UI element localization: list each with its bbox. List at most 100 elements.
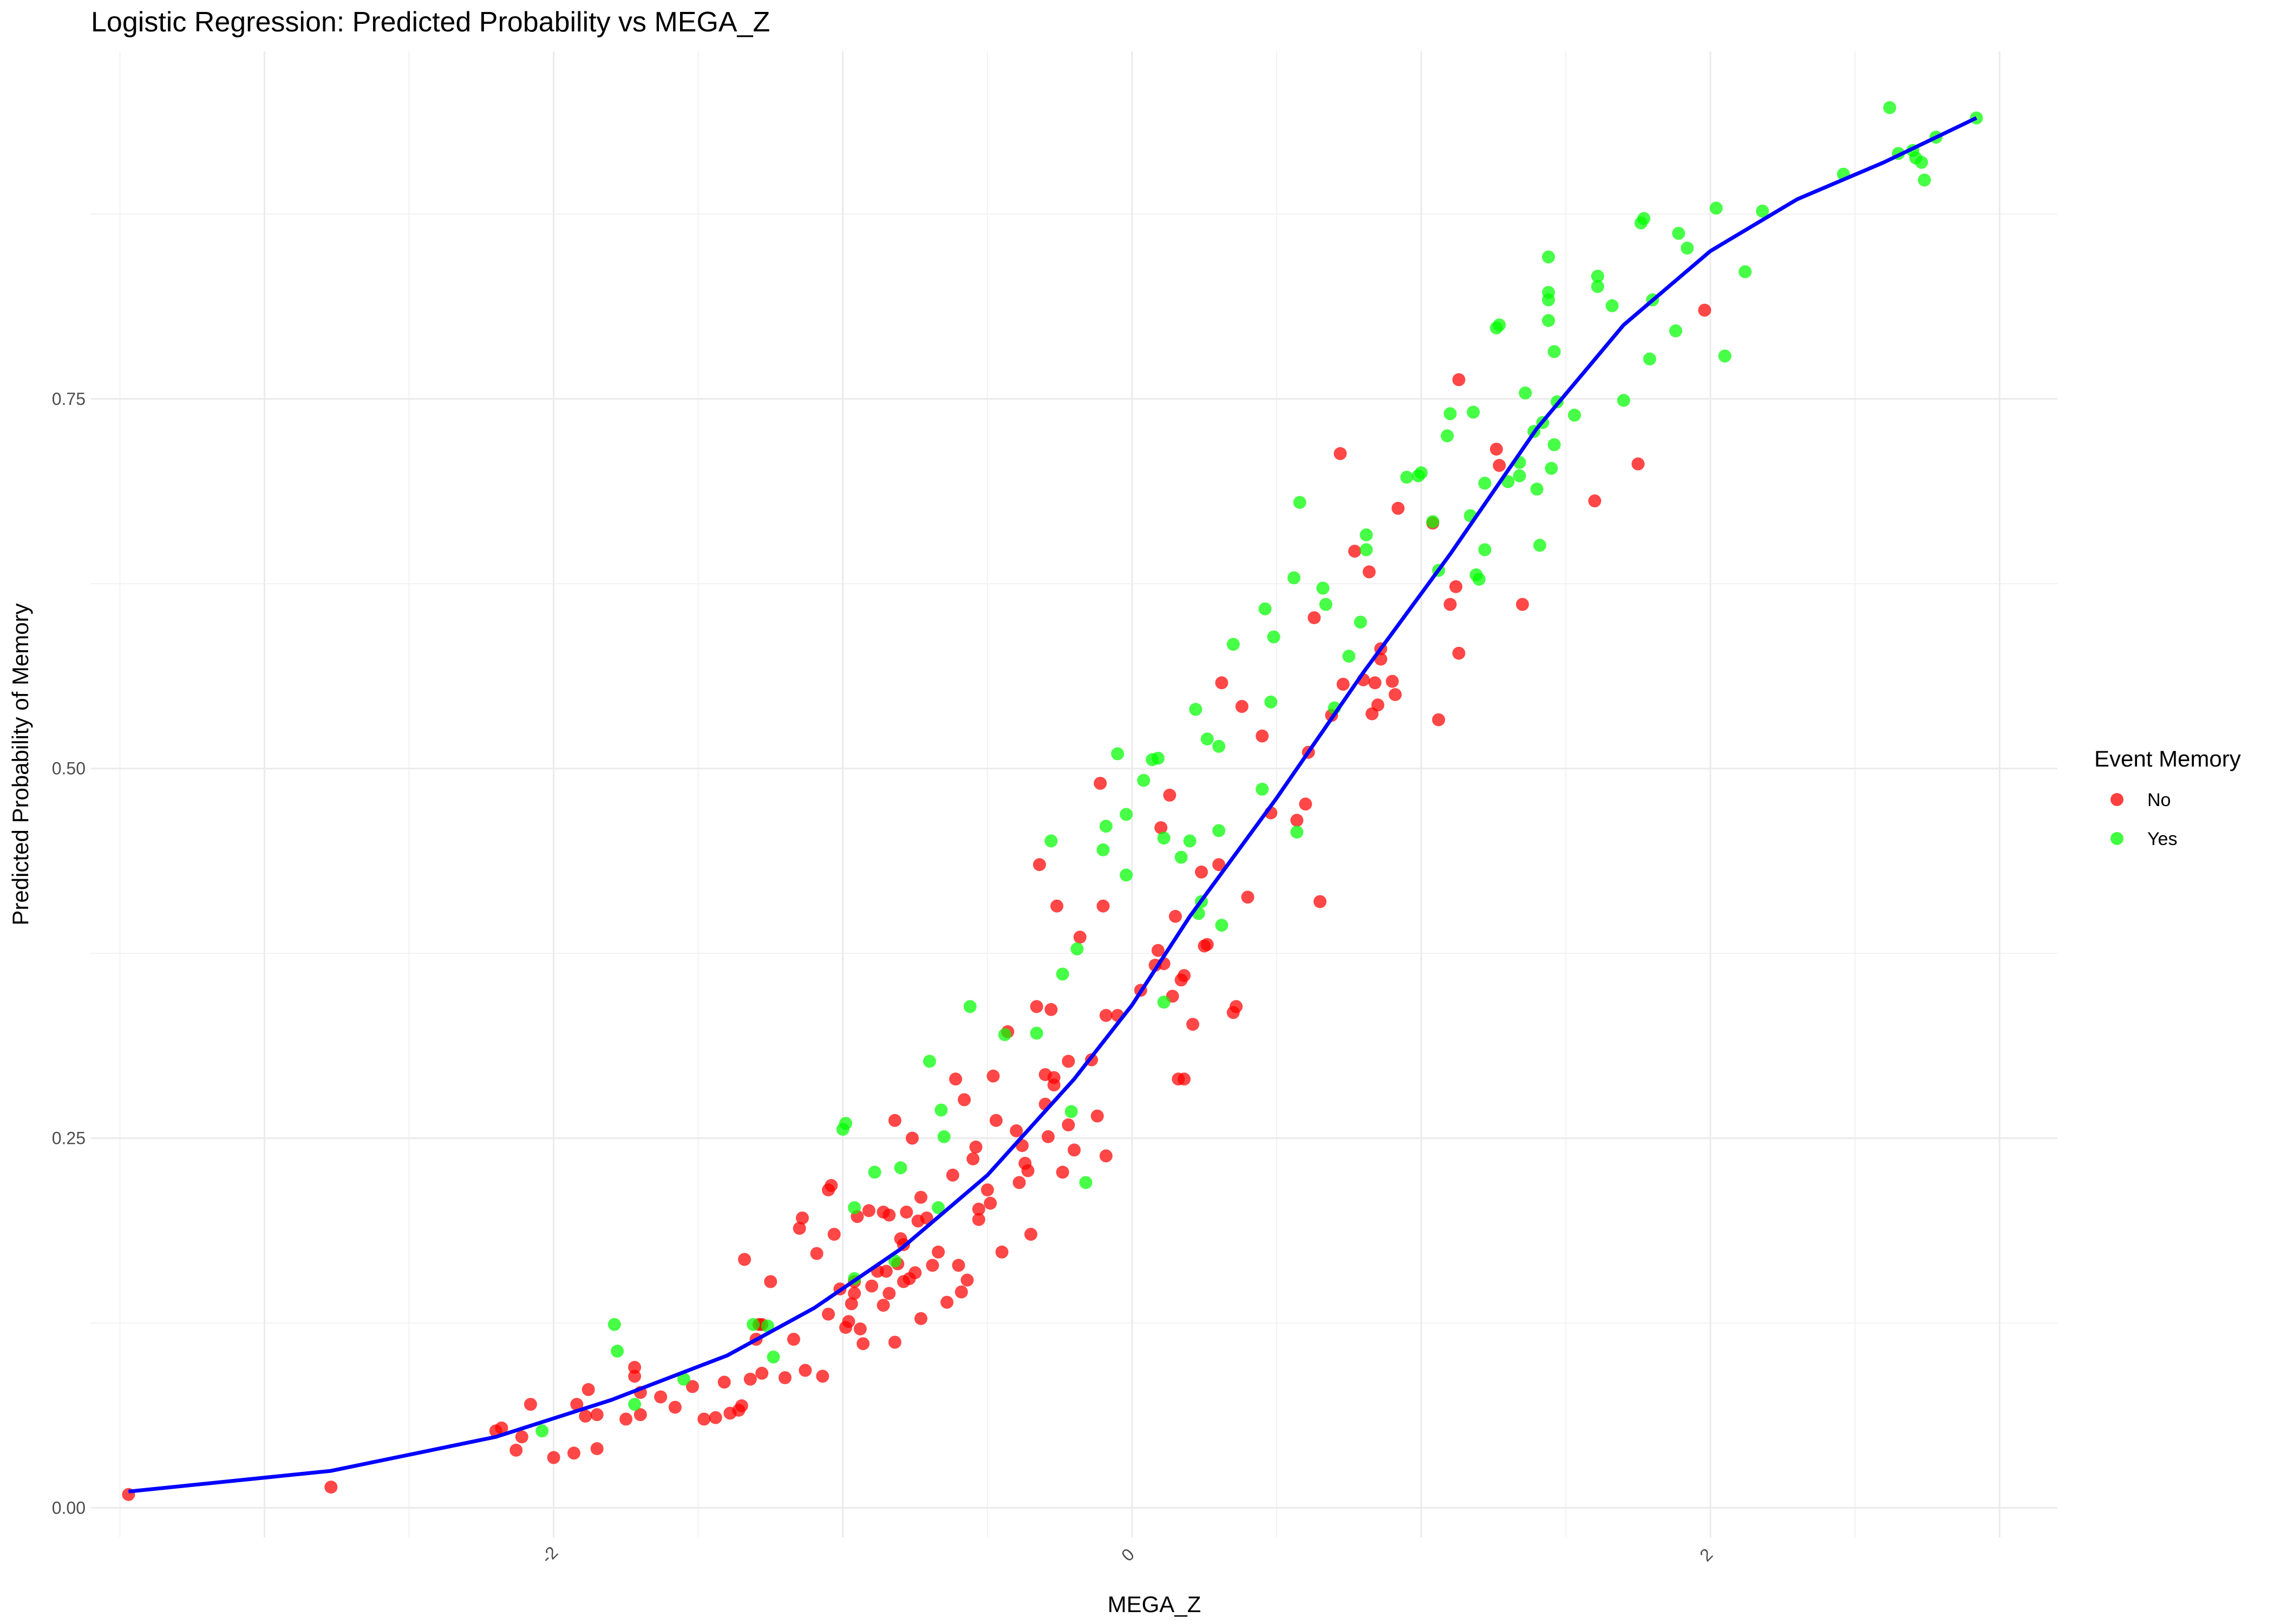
point-no xyxy=(1348,545,1362,558)
point-no xyxy=(1151,944,1165,957)
point-yes xyxy=(1030,1026,1043,1040)
point-no xyxy=(324,1481,338,1494)
point-yes xyxy=(1096,843,1110,856)
legend-item-no: No xyxy=(2110,790,2171,810)
point-yes xyxy=(1293,496,1306,509)
point-no xyxy=(1386,675,1399,688)
point-no xyxy=(778,1371,792,1384)
point-no xyxy=(981,1183,994,1197)
point-no xyxy=(1212,858,1226,872)
point-yes xyxy=(1287,571,1301,585)
legend-key-no xyxy=(2110,793,2123,806)
point-no xyxy=(764,1275,777,1288)
y-tick-label: 0.75 xyxy=(52,389,86,409)
point-no xyxy=(799,1364,812,1377)
point-no xyxy=(900,1206,913,1219)
point-yes xyxy=(1137,774,1151,787)
point-no xyxy=(1493,459,1506,472)
legend-title: Event Memory xyxy=(2094,746,2241,771)
point-yes xyxy=(1472,573,1486,586)
point-no xyxy=(1096,899,1110,913)
point-no xyxy=(932,1245,945,1259)
point-yes xyxy=(1200,732,1214,746)
point-yes xyxy=(1079,1176,1093,1189)
point-yes xyxy=(1264,695,1278,709)
point-yes xyxy=(1064,1105,1078,1118)
point-yes xyxy=(1354,615,1367,629)
point-yes xyxy=(628,1398,642,1411)
point-yes xyxy=(888,1254,901,1268)
point-yes xyxy=(1120,808,1133,821)
point-no xyxy=(1452,373,1466,387)
point-yes xyxy=(1226,638,1240,651)
point-yes xyxy=(937,1130,951,1143)
point-yes xyxy=(1591,280,1604,293)
point-yes xyxy=(839,1117,852,1130)
point-no xyxy=(1290,814,1304,827)
point-yes xyxy=(747,1318,760,1331)
point-no xyxy=(1371,698,1384,712)
point-no xyxy=(888,1335,901,1349)
point-no xyxy=(1449,580,1462,593)
point-no xyxy=(1090,1109,1104,1123)
point-yes xyxy=(1547,345,1561,358)
point-no xyxy=(995,1245,1009,1259)
point-no xyxy=(848,1287,861,1300)
point-yes xyxy=(1542,293,1555,306)
point-no xyxy=(1047,1078,1061,1092)
point-no xyxy=(515,1430,528,1444)
point-no xyxy=(1443,598,1457,611)
point-yes xyxy=(1513,469,1526,482)
point-no xyxy=(1336,678,1350,691)
point-no xyxy=(524,1398,537,1411)
point-yes xyxy=(1044,834,1058,848)
point-no xyxy=(628,1370,642,1383)
point-yes xyxy=(935,1103,948,1117)
point-no xyxy=(697,1412,711,1426)
point-no xyxy=(1178,1072,1191,1086)
point-no xyxy=(1314,895,1327,908)
point-no xyxy=(1362,565,1376,579)
point-yes xyxy=(1342,650,1356,663)
point-no xyxy=(1062,1118,1075,1131)
point-yes xyxy=(1617,394,1630,407)
point-yes xyxy=(1290,826,1304,839)
point-no xyxy=(842,1315,855,1328)
point-no xyxy=(940,1295,953,1309)
point-no xyxy=(952,1259,965,1272)
point-no xyxy=(1012,1176,1026,1189)
point-no xyxy=(972,1213,985,1226)
point-no xyxy=(1432,713,1445,726)
point-yes xyxy=(1547,438,1561,451)
point-yes xyxy=(1467,405,1480,419)
point-no xyxy=(1631,457,1645,470)
point-no xyxy=(865,1279,879,1293)
point-no xyxy=(654,1390,668,1404)
point-yes xyxy=(1591,270,1604,283)
point-no xyxy=(1698,304,1711,317)
point-no xyxy=(1094,777,1107,790)
point-yes xyxy=(1545,462,1558,475)
point-yes xyxy=(1215,919,1229,932)
point-no xyxy=(1021,1164,1035,1177)
point-no xyxy=(570,1398,584,1411)
point-no xyxy=(857,1337,870,1351)
point-yes xyxy=(1426,515,1440,528)
point-no xyxy=(1044,1003,1058,1016)
point-no xyxy=(743,1372,757,1386)
point-no xyxy=(986,1069,1000,1083)
point-yes xyxy=(1267,630,1280,644)
point-no xyxy=(628,1360,642,1374)
point-no xyxy=(1178,969,1191,983)
point-no xyxy=(905,1131,919,1145)
point-yes xyxy=(1319,598,1332,611)
point-yes xyxy=(1441,429,1454,443)
point-yes xyxy=(1360,528,1373,542)
point-yes xyxy=(611,1344,624,1358)
point-no xyxy=(862,1204,875,1217)
point-no xyxy=(1186,1018,1199,1031)
point-no xyxy=(845,1297,858,1311)
point-yes xyxy=(1174,850,1188,864)
point-no xyxy=(946,1168,959,1182)
